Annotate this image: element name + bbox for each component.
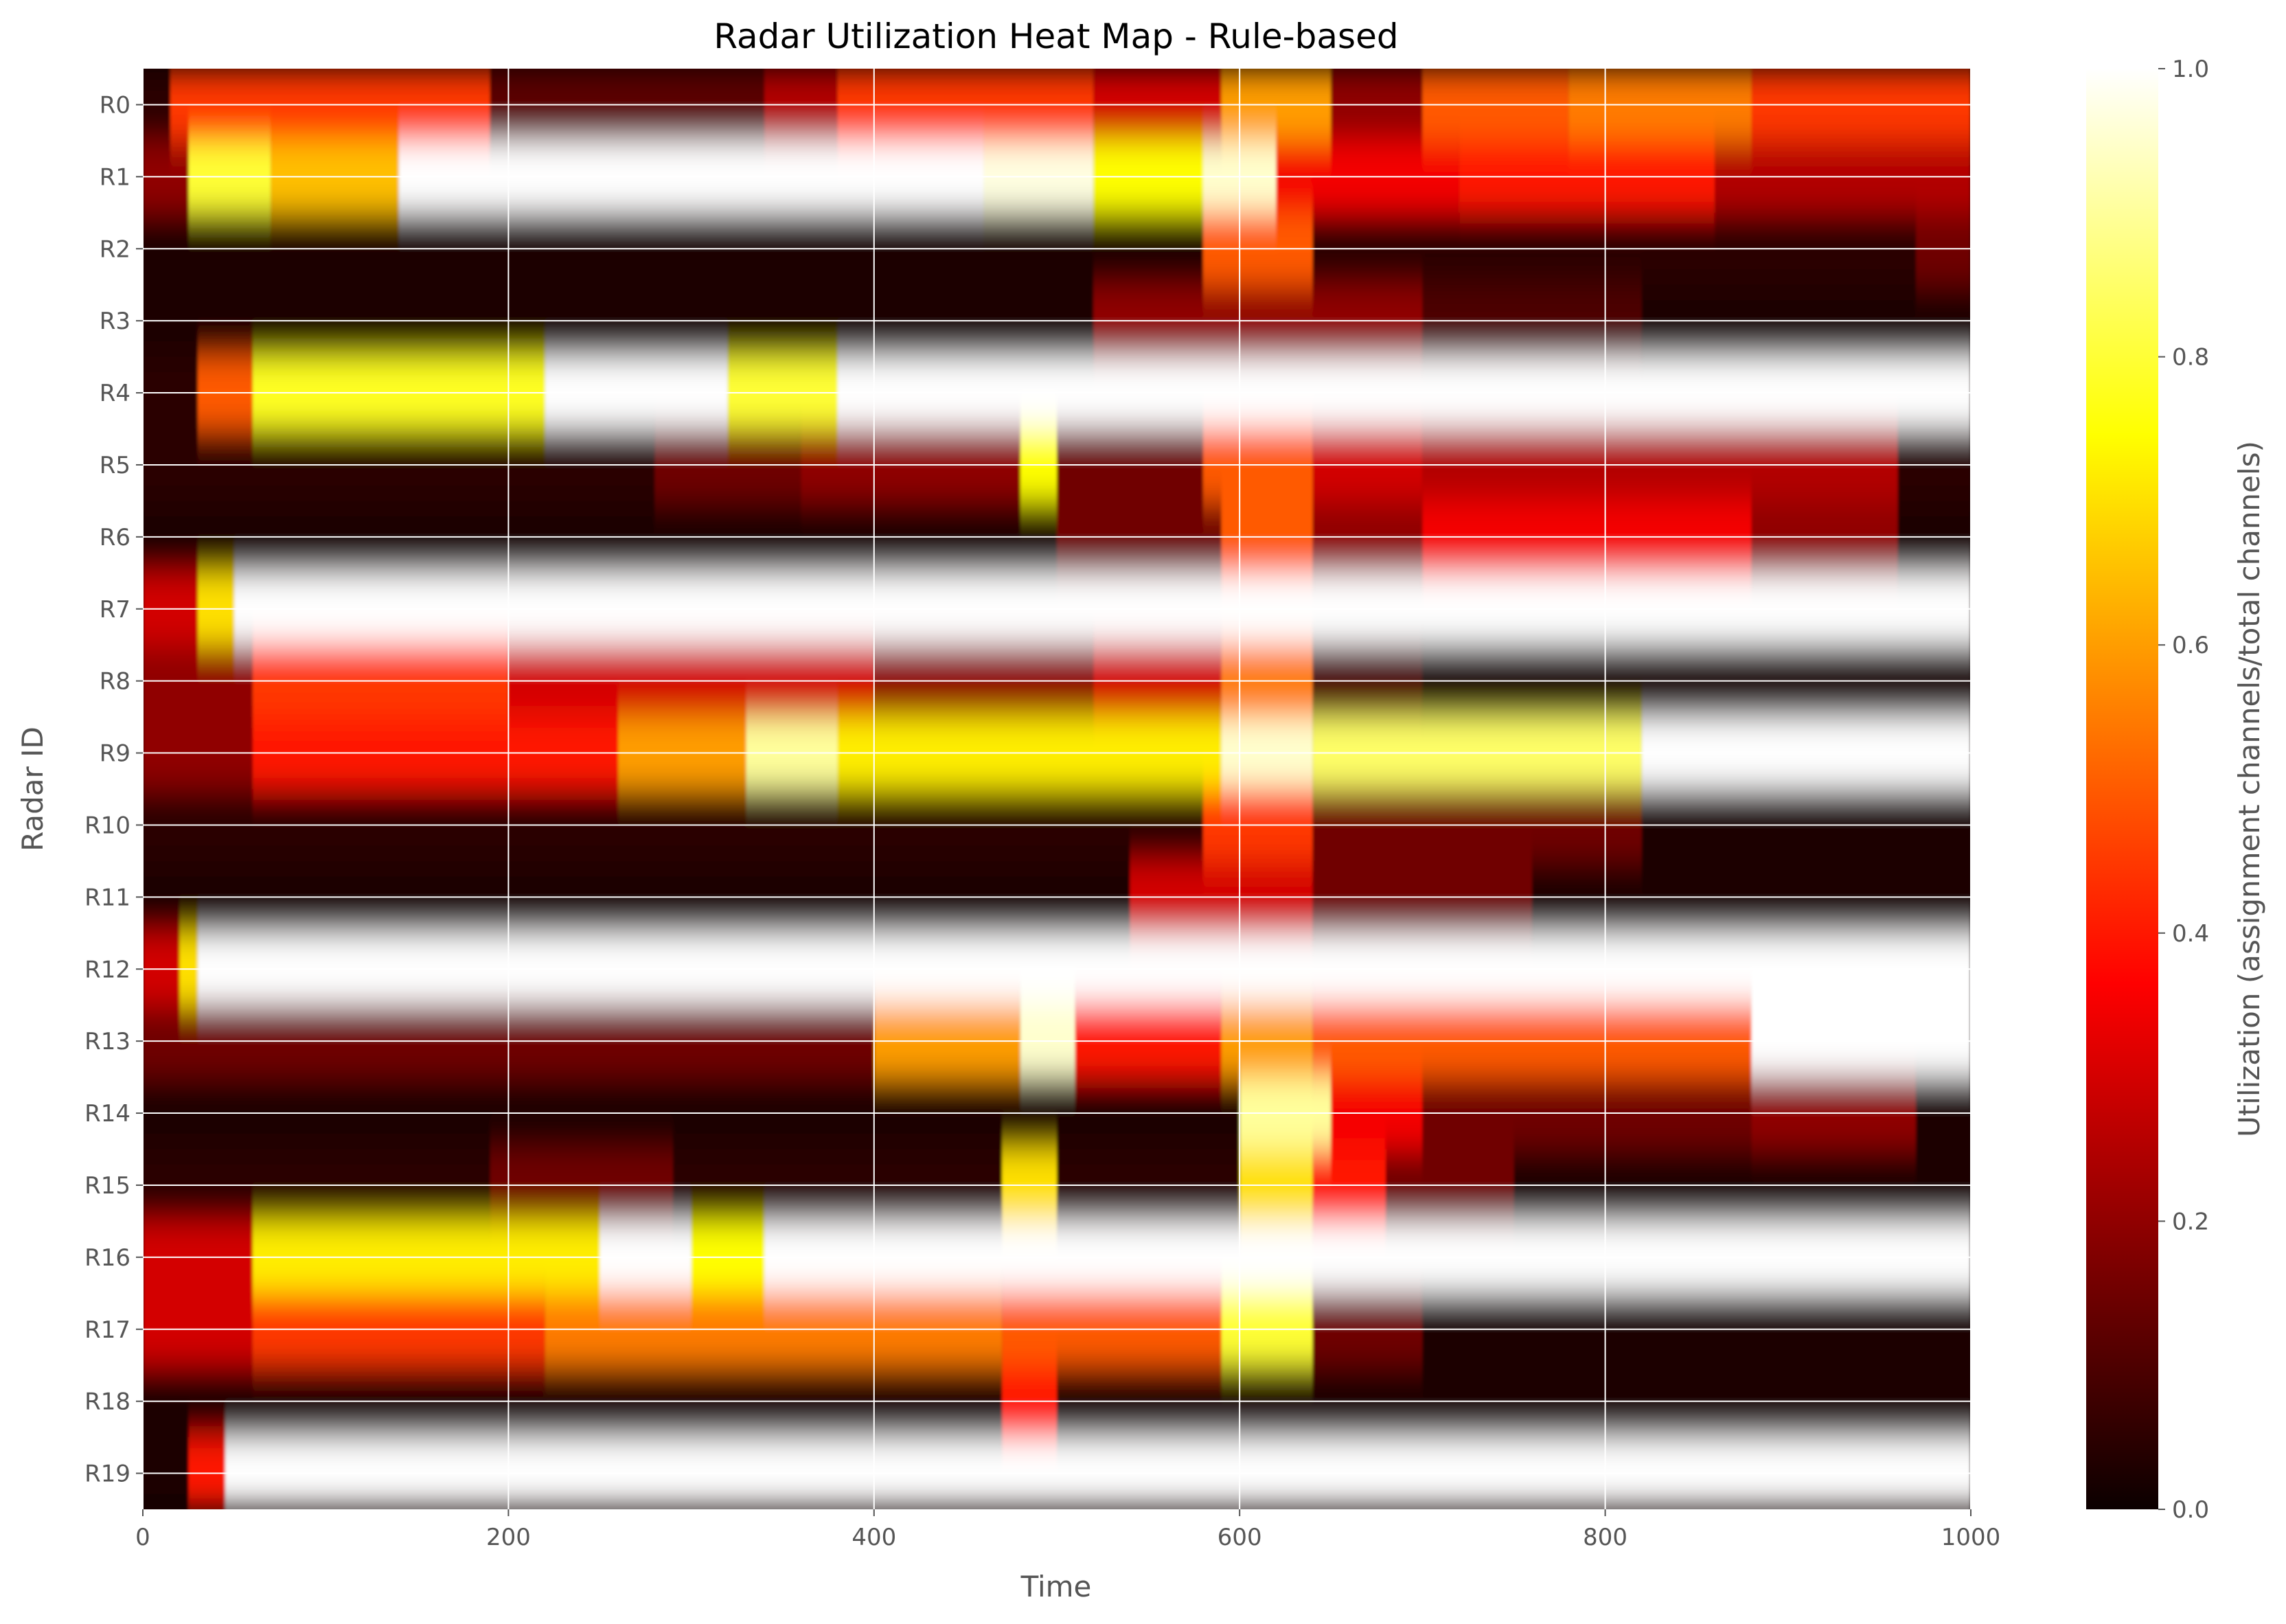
- colorbar-label: Utilization (assignment channels/total c…: [2232, 441, 2266, 1137]
- y-tick-label-r3: R3: [100, 308, 130, 335]
- y-tick-label-r9: R9: [100, 740, 130, 768]
- y-tick-label-r19: R19: [84, 1461, 130, 1488]
- colorbar-tick-label: 0.2: [2172, 1208, 2209, 1235]
- y-tick-label-r12: R12: [84, 956, 130, 983]
- grid-lines: [142, 69, 1971, 1509]
- y-tick-label-r4: R4: [100, 380, 130, 407]
- y-tick-label-r7: R7: [100, 596, 130, 624]
- y-tick-label-r14: R14: [84, 1100, 130, 1128]
- x-tick-label: 0: [135, 1524, 150, 1551]
- x-tick-label: 400: [851, 1524, 896, 1551]
- x-axis-ticks: 0 200 400 600 800 1000: [135, 1509, 2000, 1551]
- colorbar-tick-label: 0.8: [2172, 344, 2209, 371]
- y-tick-label-r17: R17: [84, 1316, 130, 1344]
- x-tick-label: 600: [1218, 1524, 1262, 1551]
- chart-title: Radar Utilization Heat Map - Rule-based: [713, 16, 1398, 56]
- y-tick-label-r8: R8: [100, 668, 130, 696]
- x-axis-label: Time: [1020, 1570, 1092, 1603]
- y-axis-label: Radar ID: [16, 727, 49, 851]
- y-tick-label-r5: R5: [100, 452, 130, 479]
- y-tick-label-r16: R16: [84, 1244, 130, 1272]
- colorbar-tick-label: 0.6: [2172, 632, 2209, 659]
- y-tick-label-r2: R2: [100, 236, 130, 263]
- y-tick-label-r11: R11: [84, 884, 130, 911]
- colorbar-ticks: 0.0 0.2 0.4 0.6 0.8 1.0: [2158, 56, 2209, 1524]
- y-tick-label-r6: R6: [100, 524, 130, 551]
- y-axis-ticks: R0 R1 R2 R3 R4 R5 R6 R7 R8 R9 R10 R11 R12 R13 R14 R15 R1…: [84, 91, 143, 1488]
- heat-cells: [143, 69, 1971, 1509]
- x-tick-label: 200: [486, 1524, 531, 1551]
- y-tick-label-r0: R0: [100, 91, 130, 119]
- y-tick-label-r10: R10: [84, 812, 130, 839]
- y-tick-label-r15: R15: [84, 1172, 130, 1200]
- x-tick-label: 800: [1583, 1524, 1627, 1551]
- y-tick-label-r18: R18: [84, 1388, 130, 1416]
- colorbar-tick-label: 1.0: [2172, 56, 2209, 83]
- y-tick-label-r13: R13: [84, 1028, 130, 1055]
- plot-area: [142, 69, 1971, 1509]
- y-tick-label-r1: R1: [100, 163, 130, 191]
- x-tick-label: 1000: [1941, 1524, 2001, 1551]
- colorbar-tick-label: 0.0: [2172, 1496, 2209, 1524]
- colorbar: 0.0 0.2 0.4 0.6 0.8 1.0 Utilization (assignme…: [2086, 56, 2266, 1524]
- colorbar-tick-label: 0.4: [2172, 920, 2209, 948]
- colorbar-gradient: [2086, 69, 2158, 1509]
